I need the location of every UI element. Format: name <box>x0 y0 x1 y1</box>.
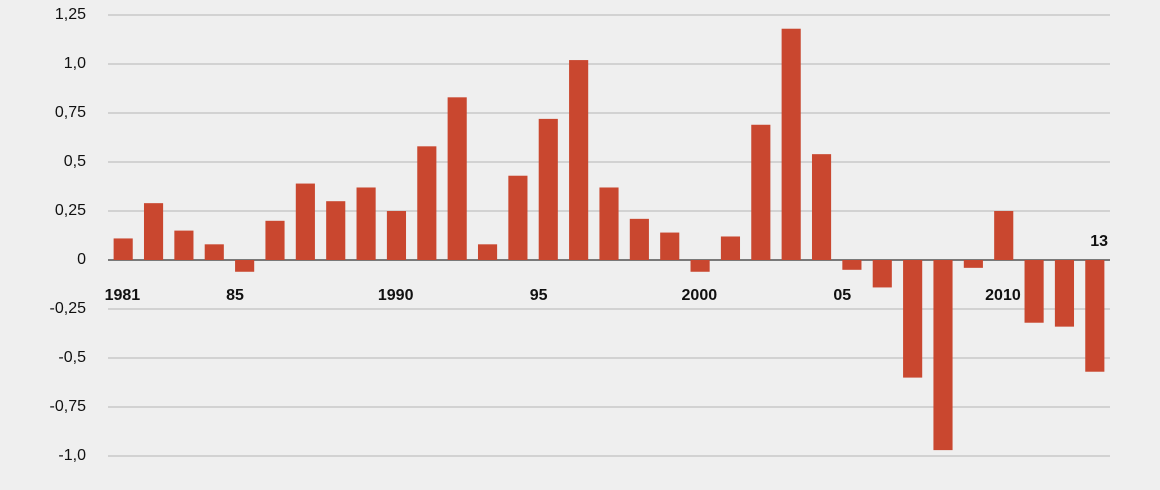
x-tick-label: 2000 <box>682 287 718 304</box>
x-tick-label: 13 <box>1090 233 1108 250</box>
y-tick-label: -1,0 <box>58 447 86 464</box>
bar <box>447 97 467 260</box>
y-tick-label: 0,25 <box>55 202 86 219</box>
bar <box>842 260 862 270</box>
x-tick-label: 2010 <box>985 287 1021 304</box>
y-tick-label: 0,75 <box>55 104 86 121</box>
bar <box>872 260 892 288</box>
bar <box>204 244 224 260</box>
bar <box>660 232 680 260</box>
bar <box>386 211 407 260</box>
bar <box>326 201 346 260</box>
bar <box>690 260 710 272</box>
x-tick-label: 95 <box>530 287 548 304</box>
bar <box>811 154 832 260</box>
y-tick-label: -0,75 <box>50 398 87 415</box>
bar <box>477 244 498 260</box>
bar <box>538 118 558 260</box>
bar <box>751 124 771 260</box>
x-tick-label: 1981 <box>105 287 141 304</box>
bar <box>265 220 285 260</box>
bar <box>174 230 194 260</box>
bar <box>629 218 649 260</box>
bar <box>720 236 741 260</box>
x-tick-label: 1990 <box>378 287 414 304</box>
y-tick-label: 0,5 <box>64 153 86 170</box>
bar <box>1054 260 1075 327</box>
bar <box>781 28 801 260</box>
y-tick-label: 1,25 <box>55 6 86 23</box>
y-tick-label: -0,5 <box>58 349 86 366</box>
bar <box>508 175 528 260</box>
bar <box>963 260 983 268</box>
y-tick-label: 1,0 <box>64 55 86 72</box>
bar <box>599 187 619 260</box>
bar <box>569 60 589 260</box>
bar <box>903 260 923 378</box>
bar <box>994 211 1014 260</box>
bar <box>1085 260 1105 372</box>
bar <box>143 203 164 260</box>
bar <box>235 260 255 272</box>
bar <box>295 183 315 260</box>
x-tick-label: 05 <box>833 287 851 304</box>
y-tick-label: -0,25 <box>50 300 87 317</box>
y-tick-label: 0 <box>77 251 86 268</box>
bar <box>1024 260 1044 323</box>
bar <box>113 238 133 260</box>
x-tick-label: 85 <box>226 287 244 304</box>
bar <box>933 260 953 451</box>
bar <box>417 146 437 260</box>
bar <box>356 187 376 260</box>
